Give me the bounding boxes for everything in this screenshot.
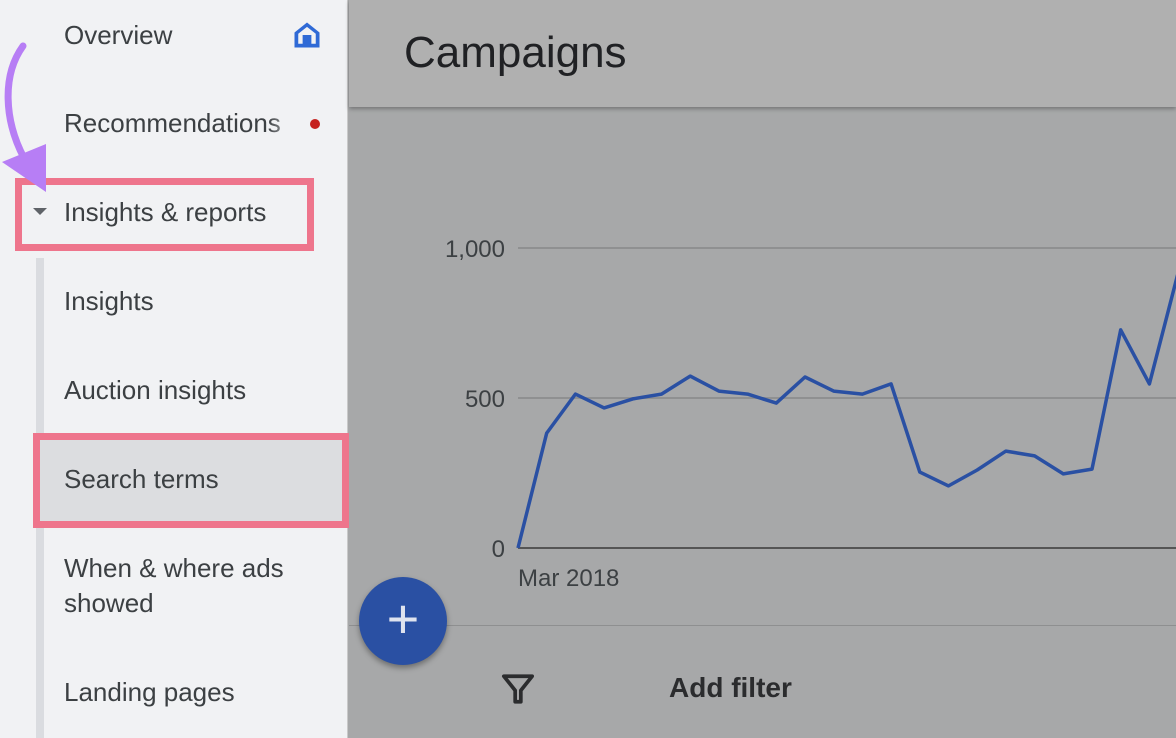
notification-dot bbox=[310, 119, 320, 129]
page-title: Campaigns bbox=[404, 28, 627, 77]
sidebar-item-landing-pages[interactable]: Landing pages bbox=[64, 677, 235, 707]
series-line bbox=[516, 274, 1176, 549]
add-filter-button[interactable]: Add filter bbox=[669, 672, 792, 703]
x-tick-label: Mar 2018 bbox=[518, 565, 619, 592]
sidebar-item-insights[interactable]: Insights bbox=[64, 286, 154, 316]
performance-chart: 1,000 500 0 Mar 2018 bbox=[445, 236, 1176, 592]
sidebar-item-when-where-line1[interactable]: When & where ads bbox=[64, 553, 284, 583]
y-tick-label: 500 bbox=[465, 386, 505, 413]
create-button[interactable]: + bbox=[359, 577, 447, 665]
divider bbox=[349, 625, 1176, 626]
sidebar-item-when-where-line2[interactable]: showed bbox=[64, 588, 154, 618]
sidebar-item-recommendations[interactable]: Recommendations bbox=[64, 108, 281, 138]
highlight-box bbox=[33, 433, 349, 528]
header: Campaigns bbox=[349, 0, 1176, 107]
y-tick-label: 0 bbox=[492, 536, 505, 563]
sidebar: Overview Recommendations Insights & repo… bbox=[0, 0, 349, 738]
selected-row-bg bbox=[36, 436, 348, 524]
sidebar-item-search-terms[interactable]: Search terms bbox=[64, 464, 219, 494]
highlight-box bbox=[15, 178, 314, 251]
y-tick-label: 1,000 bbox=[445, 236, 505, 263]
sidebar-item-auction-insights[interactable]: Auction insights bbox=[64, 375, 247, 405]
sidebar-item-insights-reports[interactable]: Insights & reports bbox=[64, 197, 267, 227]
filter-icon[interactable] bbox=[501, 671, 535, 707]
caret-down-icon bbox=[33, 208, 47, 215]
home-icon bbox=[294, 22, 320, 48]
main-panel: Campaigns 1,000 500 0 Mar 2018 + Add filter bbox=[349, 0, 1176, 738]
annotation-arrow-icon bbox=[2, 42, 46, 192]
sidebar-item-overview[interactable]: Overview bbox=[64, 20, 173, 50]
